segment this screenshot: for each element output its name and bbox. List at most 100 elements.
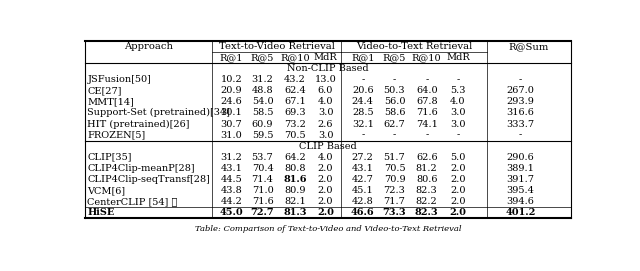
Text: 5.3: 5.3 xyxy=(450,86,466,95)
Text: 267.0: 267.0 xyxy=(506,86,534,95)
Text: 293.9: 293.9 xyxy=(506,97,534,106)
Text: Text-to-Video Retrieval: Text-to-Video Retrieval xyxy=(219,42,335,51)
Text: 20.9: 20.9 xyxy=(220,86,242,95)
Text: 2.0: 2.0 xyxy=(318,197,333,206)
Text: 10.2: 10.2 xyxy=(220,75,242,84)
Text: 70.5: 70.5 xyxy=(284,131,305,140)
Text: 67.1: 67.1 xyxy=(284,97,306,106)
Text: 3.0: 3.0 xyxy=(450,120,466,128)
Text: 53.7: 53.7 xyxy=(252,153,273,162)
Text: 64.0: 64.0 xyxy=(416,86,438,95)
Text: 71.7: 71.7 xyxy=(383,197,405,206)
Text: R@1: R@1 xyxy=(351,53,374,62)
Text: -: - xyxy=(425,75,428,84)
Text: 31.2: 31.2 xyxy=(252,75,273,84)
Text: 74.1: 74.1 xyxy=(416,120,438,128)
Text: Non-CLIP Based: Non-CLIP Based xyxy=(287,64,369,73)
Text: 2.0: 2.0 xyxy=(317,208,334,217)
Text: 69.3: 69.3 xyxy=(284,108,305,117)
Text: CLIP[35]: CLIP[35] xyxy=(88,153,132,162)
Text: 80.8: 80.8 xyxy=(284,164,305,173)
Text: 2.0: 2.0 xyxy=(450,164,466,173)
Text: 3.0: 3.0 xyxy=(450,108,466,117)
Text: R@1: R@1 xyxy=(220,53,243,62)
Text: 71.6: 71.6 xyxy=(416,108,438,117)
Text: -: - xyxy=(519,131,522,140)
Text: 31.2: 31.2 xyxy=(220,153,242,162)
Text: 56.0: 56.0 xyxy=(384,97,405,106)
Text: 394.6: 394.6 xyxy=(506,197,534,206)
Text: MdR: MdR xyxy=(446,53,470,62)
Text: 43.1: 43.1 xyxy=(352,164,374,173)
Text: R@Sum: R@Sum xyxy=(509,42,549,51)
Text: R@10: R@10 xyxy=(280,53,310,62)
Text: 72.3: 72.3 xyxy=(383,186,405,195)
Text: 62.4: 62.4 xyxy=(284,86,306,95)
Text: 82.2: 82.2 xyxy=(416,197,438,206)
Text: 6.0: 6.0 xyxy=(318,86,333,95)
Text: 81.3: 81.3 xyxy=(283,208,307,217)
Text: R@5: R@5 xyxy=(251,53,274,62)
Text: Table: Comparison of Text-to-Video and Video-to-Text Retrieval: Table: Comparison of Text-to-Video and V… xyxy=(195,225,461,233)
Text: 58.6: 58.6 xyxy=(384,108,405,117)
Text: Video-to-Text Retrieval: Video-to-Text Retrieval xyxy=(356,42,472,51)
Text: 62.7: 62.7 xyxy=(383,120,405,128)
Text: 2.6: 2.6 xyxy=(318,120,333,128)
Text: 44.5: 44.5 xyxy=(220,175,242,184)
Text: 43.1: 43.1 xyxy=(220,164,242,173)
Text: 71.4: 71.4 xyxy=(252,175,273,184)
Text: -: - xyxy=(361,75,364,84)
Text: -: - xyxy=(393,131,396,140)
Text: 30.7: 30.7 xyxy=(220,120,242,128)
Text: Approach: Approach xyxy=(124,42,173,51)
Text: HIT (pretrained)[26]: HIT (pretrained)[26] xyxy=(88,120,190,128)
Text: 31.0: 31.0 xyxy=(220,131,242,140)
Text: 316.6: 316.6 xyxy=(506,108,534,117)
Text: 401.2: 401.2 xyxy=(505,208,536,217)
Text: R@10: R@10 xyxy=(412,53,442,62)
Text: 51.7: 51.7 xyxy=(383,153,405,162)
Text: MdR: MdR xyxy=(314,53,337,62)
Text: 81.6: 81.6 xyxy=(283,175,307,184)
Text: 4.0: 4.0 xyxy=(318,97,333,106)
Text: 24.6: 24.6 xyxy=(220,97,242,106)
Text: 71.0: 71.0 xyxy=(252,186,273,195)
Text: 43.8: 43.8 xyxy=(220,186,242,195)
Text: -: - xyxy=(361,131,364,140)
Text: 395.4: 395.4 xyxy=(506,186,534,195)
Text: 73.3: 73.3 xyxy=(383,208,406,217)
Text: R@5: R@5 xyxy=(383,53,406,62)
Text: 45.1: 45.1 xyxy=(352,186,374,195)
Text: CLIP4Clip-seqTransf[28]: CLIP4Clip-seqTransf[28] xyxy=(88,175,211,184)
Text: 82.1: 82.1 xyxy=(284,197,306,206)
Text: 72.7: 72.7 xyxy=(251,208,275,217)
Text: 46.6: 46.6 xyxy=(351,208,374,217)
Text: FROZEN[5]: FROZEN[5] xyxy=(88,131,146,140)
Text: 60.9: 60.9 xyxy=(252,120,273,128)
Text: -: - xyxy=(519,75,522,84)
Text: 391.7: 391.7 xyxy=(506,175,534,184)
Text: CenterCLIP [54] ★: CenterCLIP [54] ★ xyxy=(88,197,178,206)
Text: JSFusion[50]: JSFusion[50] xyxy=(88,75,151,84)
Text: 4.0: 4.0 xyxy=(318,153,333,162)
Text: 82.3: 82.3 xyxy=(416,186,438,195)
Text: 42.7: 42.7 xyxy=(352,175,374,184)
Text: 3.0: 3.0 xyxy=(318,108,333,117)
Text: MMT[14]: MMT[14] xyxy=(88,97,134,106)
Text: CLIP Based: CLIP Based xyxy=(299,142,357,151)
Text: 80.6: 80.6 xyxy=(416,175,438,184)
Text: 62.6: 62.6 xyxy=(416,153,438,162)
Text: 2.0: 2.0 xyxy=(318,186,333,195)
Text: 70.5: 70.5 xyxy=(383,164,405,173)
Text: 71.6: 71.6 xyxy=(252,197,273,206)
Text: VCM[6]: VCM[6] xyxy=(88,186,125,195)
Text: -: - xyxy=(425,131,428,140)
Text: 64.2: 64.2 xyxy=(284,153,306,162)
Text: 45.0: 45.0 xyxy=(220,208,243,217)
Text: 70.9: 70.9 xyxy=(383,175,405,184)
Text: 67.8: 67.8 xyxy=(416,97,438,106)
Text: 2.0: 2.0 xyxy=(449,208,467,217)
Text: CLIP4Clip-meanP[28]: CLIP4Clip-meanP[28] xyxy=(88,164,195,173)
Text: 2.0: 2.0 xyxy=(450,175,466,184)
Text: 59.5: 59.5 xyxy=(252,131,273,140)
